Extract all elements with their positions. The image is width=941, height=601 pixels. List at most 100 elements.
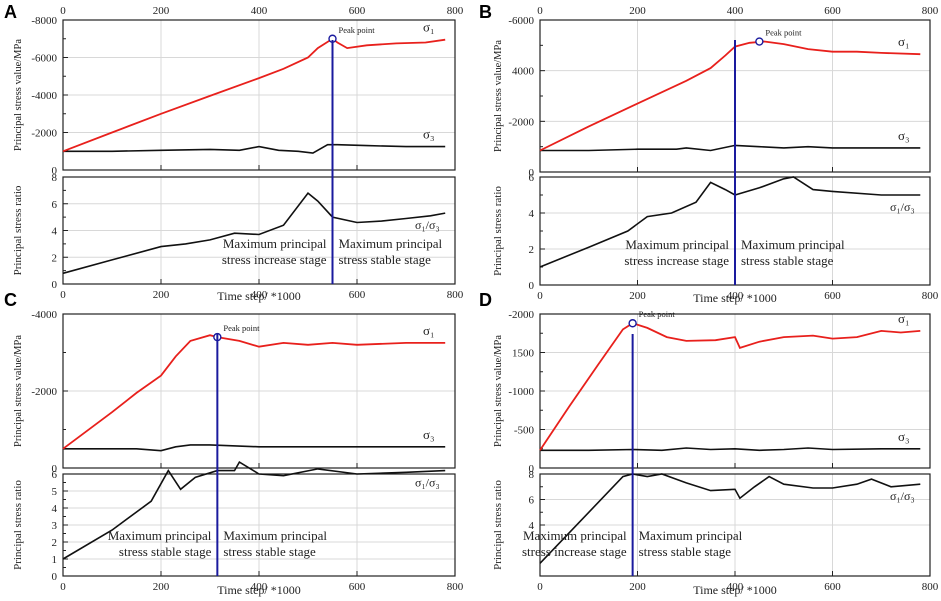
- x-tick-label: 200: [629, 290, 646, 302]
- y-tick-label: -2000: [508, 309, 534, 321]
- x-tick-label-top: 200: [153, 5, 170, 17]
- ratio-label: σ₁/σ₃: [890, 489, 915, 503]
- sigma3-line: [540, 144, 921, 152]
- sigma1-label: σ₁: [898, 311, 910, 326]
- y-tick-label: -6000: [31, 53, 57, 65]
- x-tick-label: 0: [60, 581, 66, 593]
- sigma3-label: σ₃: [423, 427, 435, 442]
- y-axis-label: Principal stress value/MPa: [13, 39, 24, 151]
- y-tick-label: 0: [529, 167, 535, 179]
- sigma3-line: [540, 447, 921, 452]
- y-tick-label: 4: [529, 208, 535, 220]
- y-tick-label: 4: [52, 226, 58, 238]
- y-tick-label: -500: [514, 425, 535, 437]
- panel-a: A 0 -2000 -4000 -6000 -8000 Principal stress v…: [4, 2, 464, 303]
- x-tick-label-top: 0: [537, 5, 543, 17]
- x-tick-label: 400: [251, 289, 268, 301]
- x-tick-label: 0: [537, 581, 543, 593]
- sigma1-line: [539, 40, 921, 152]
- panel-letter: C: [4, 290, 17, 310]
- stage-left-label: Maximum principal: [223, 236, 327, 251]
- x-tick-label: 200: [153, 289, 170, 301]
- panel-c: C 0 -2000 -4000 Principal stress value/MPa σ₁…: [4, 290, 464, 597]
- y-axis-label: Principal stress ratio: [12, 480, 24, 570]
- y-tick-label: 0: [52, 279, 58, 291]
- x-tick-label: 0: [60, 289, 66, 301]
- x-tick-label: 400: [727, 581, 744, 593]
- x-tick-label-top: 600: [824, 5, 841, 17]
- x-tick-label: 600: [349, 581, 366, 593]
- ratio-subplot: 0 2 4 6 Principal stress ratio σ₁/σ₃: [492, 172, 931, 292]
- x-tick-label-top: 400: [727, 5, 744, 17]
- y-tick-label: 6: [52, 199, 58, 211]
- x-tick-label-top: 400: [251, 5, 268, 17]
- ratio-line: [62, 191, 446, 275]
- y-tick-label: 1500: [512, 348, 535, 360]
- stage-right-label: stress stable stage: [339, 252, 432, 267]
- sigma3-label: σ₃: [898, 429, 910, 444]
- y-axis-label: Principal stress value/MPa: [493, 335, 504, 447]
- x-axis-label: Time step/ *1000: [217, 583, 301, 597]
- y-tick-label: -1000: [508, 386, 534, 398]
- peak-point-marker: [755, 37, 764, 46]
- sigma3-line: [63, 143, 446, 154]
- y-tick-label: -2000: [508, 116, 534, 128]
- y-tick-label: 8: [52, 172, 58, 184]
- y-tick-label: 0: [529, 463, 535, 475]
- x-tick-label: 600: [824, 290, 841, 302]
- stress-subplot: 0 -2000 -4000 Principal stress value/MPa σ₁ σ…: [13, 309, 456, 475]
- y-tick-label: -6000: [508, 15, 534, 27]
- stress-subplot: 0 -2000 4000 -6000 Principal stress value/MP…: [493, 15, 931, 179]
- stage-right-label: stress stable stage: [741, 253, 834, 268]
- stage-left-label: stress increase stage: [522, 544, 627, 559]
- y-tick-label: -4000: [31, 309, 57, 321]
- y-axis-label: Principal stress value/MPa: [13, 335, 24, 447]
- y-tick-label: 4: [529, 520, 535, 532]
- peak-point-label: Peak point: [223, 323, 260, 333]
- stage-left-label: Maximum principal: [108, 528, 212, 543]
- y-tick-label: -8000: [31, 15, 57, 27]
- y-axis-label: Principal stress ratio: [492, 186, 504, 276]
- x-tick-label: 400: [251, 581, 268, 593]
- y-tick-label: 0: [52, 463, 58, 475]
- stress-subplot: 0 -500 -1000 1500 -2000 Principal stress valu…: [493, 309, 931, 475]
- stage-left-label: Maximum principal: [523, 528, 627, 543]
- x-axis-label: Time step/ *1000: [693, 291, 777, 305]
- y-axis-label: Principal stress ratio: [12, 185, 24, 275]
- ratio-label: σ₁/σ₃: [890, 200, 915, 214]
- x-tick-label: 600: [349, 289, 366, 301]
- y-tick-label: 6: [529, 495, 535, 507]
- y-tick-label: -2000: [31, 128, 57, 140]
- sigma1-line: [62, 334, 446, 450]
- panel-letter: B: [479, 2, 492, 22]
- x-tick-label: 800: [922, 290, 939, 302]
- x-tick-label: 800: [447, 581, 464, 593]
- x-tick-label: 600: [824, 581, 841, 593]
- stage-right-label: Maximum principal: [741, 237, 845, 252]
- sigma1-line: [62, 37, 446, 153]
- x-tick-label-top: 800: [447, 5, 464, 17]
- stage-left-label: Maximum principal: [625, 237, 729, 252]
- x-tick-label-top: 200: [629, 5, 646, 17]
- sigma1-label: σ₁: [423, 323, 435, 338]
- sigma1-label: σ₁: [898, 34, 910, 49]
- panel-letter: D: [479, 290, 492, 310]
- sigma3-line: [63, 444, 446, 452]
- ratio-subplot: 0 2 4 6 8 Principal stress ratio σ₁/σ₃: [12, 172, 456, 291]
- x-tick-label: 800: [447, 289, 464, 301]
- y-tick-label: 2: [52, 252, 58, 264]
- stress-subplot: 0 -2000 -4000 -6000 -8000 Principal stress va…: [13, 15, 456, 177]
- y-tick-label: 4000: [512, 66, 535, 78]
- stage-left-label: stress stable stage: [119, 544, 212, 559]
- peak-point-label: Peak point: [339, 25, 376, 35]
- sigma1-label: σ₁: [423, 20, 435, 35]
- y-tick-label: 4: [52, 503, 58, 515]
- y-tick-label: -2000: [31, 386, 57, 398]
- stage-left-label: stress increase stage: [222, 252, 327, 267]
- x-tick-label: 0: [537, 290, 543, 302]
- stage-left-label: stress increase stage: [624, 253, 729, 268]
- y-tick-label: 0: [52, 165, 58, 177]
- y-tick-label: 8: [529, 469, 535, 481]
